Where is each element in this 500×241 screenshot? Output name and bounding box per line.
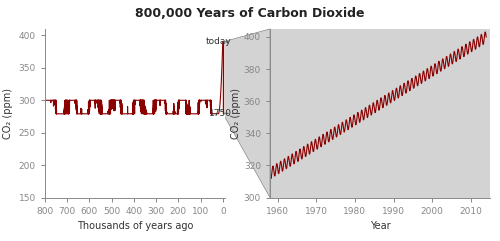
Text: today: today bbox=[206, 37, 232, 47]
Text: 1750: 1750 bbox=[208, 109, 232, 118]
X-axis label: Year: Year bbox=[370, 221, 390, 231]
Text: 800,000 Years of Carbon Dioxide: 800,000 Years of Carbon Dioxide bbox=[135, 7, 365, 20]
X-axis label: Thousands of years ago: Thousands of years ago bbox=[77, 221, 193, 231]
Y-axis label: CO₂ (ppm): CO₂ (ppm) bbox=[231, 88, 241, 139]
Y-axis label: CO₂ (ppm): CO₂ (ppm) bbox=[3, 88, 13, 139]
